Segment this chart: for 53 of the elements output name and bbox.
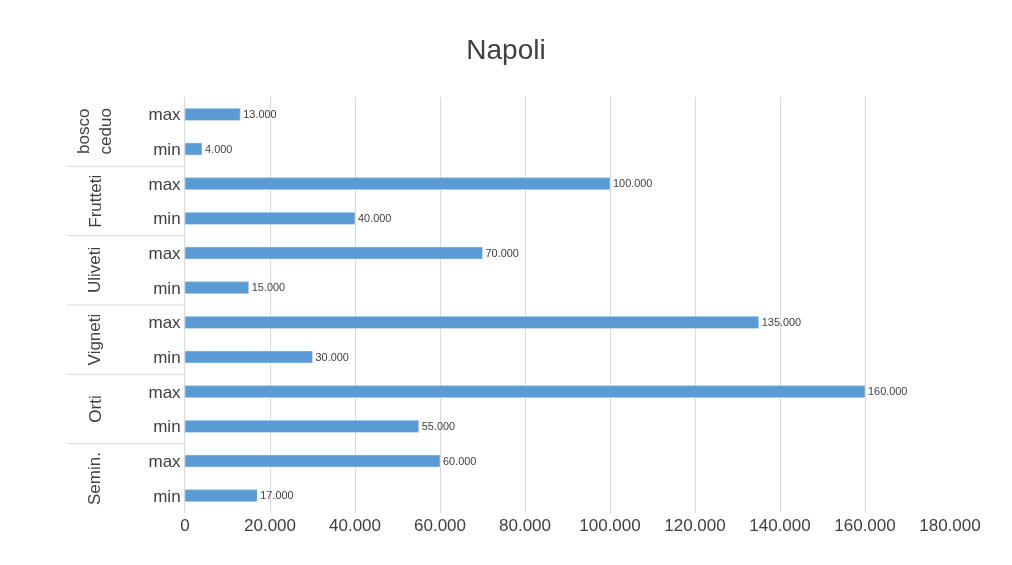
data-label: 13.000 bbox=[243, 107, 277, 120]
y-tick-label: min bbox=[153, 278, 181, 298]
data-label: 60.000 bbox=[443, 454, 477, 467]
text: Frutteti bbox=[85, 174, 105, 228]
y-tick-label: max bbox=[148, 105, 182, 125]
data-label: 17.000 bbox=[260, 489, 294, 502]
text: Orti bbox=[85, 395, 105, 423]
bar bbox=[185, 246, 483, 260]
data-label: 135.000 bbox=[761, 315, 802, 328]
bar bbox=[185, 212, 356, 225]
x-tick-label: 80.000 bbox=[499, 516, 551, 535]
x-tick-label: 0 bbox=[180, 516, 190, 535]
x-tick-label: 120.000 bbox=[664, 516, 726, 535]
text: Semin. bbox=[85, 452, 105, 506]
x-tick-label: 100.000 bbox=[579, 516, 641, 535]
data-label: 100.000 bbox=[613, 177, 653, 190]
x-tick-label: 140.000 bbox=[749, 516, 811, 535]
y-tick-label: min bbox=[153, 209, 181, 229]
data-label: 160.000 bbox=[868, 385, 908, 398]
bar bbox=[185, 454, 441, 468]
y-tick-label: max bbox=[148, 313, 182, 333]
x-tick-label: 160.000 bbox=[834, 516, 896, 535]
y-tick-label: max bbox=[148, 174, 182, 194]
bar bbox=[185, 177, 611, 190]
bar bbox=[185, 385, 866, 398]
text: Uliveti bbox=[85, 246, 105, 294]
data-label: 15.000 bbox=[251, 281, 286, 294]
data-label: 4.000 bbox=[205, 142, 233, 155]
data-label: 70.000 bbox=[485, 246, 519, 259]
bar bbox=[185, 489, 258, 502]
bar bbox=[185, 350, 313, 364]
bar bbox=[185, 420, 419, 433]
data-label: 55.000 bbox=[421, 419, 456, 432]
data-label: 30.000 bbox=[315, 350, 349, 363]
chart-title: Napoli bbox=[466, 34, 546, 66]
x-tick-label: 60.000 bbox=[414, 516, 466, 535]
y-tick-label: min bbox=[153, 486, 181, 506]
y-tick-label: min bbox=[153, 347, 181, 367]
x-tick-label: 180.000 bbox=[919, 516, 981, 535]
bar bbox=[185, 108, 241, 121]
y-tick-label: min bbox=[153, 139, 181, 159]
text: bosco ceduo bbox=[74, 108, 116, 155]
bar bbox=[185, 142, 203, 156]
y-tick-label: max bbox=[148, 451, 182, 471]
x-tick-label: 20.000 bbox=[244, 516, 296, 535]
bar bbox=[185, 281, 249, 294]
y-tick-label: min bbox=[153, 417, 181, 437]
bar bbox=[185, 316, 759, 329]
y-tick-label: max bbox=[148, 243, 182, 263]
x-tick-label: 40.000 bbox=[329, 516, 381, 535]
text: Vigneti bbox=[85, 313, 105, 366]
data-label: 40.000 bbox=[358, 211, 392, 224]
y-tick-label: max bbox=[148, 382, 182, 402]
